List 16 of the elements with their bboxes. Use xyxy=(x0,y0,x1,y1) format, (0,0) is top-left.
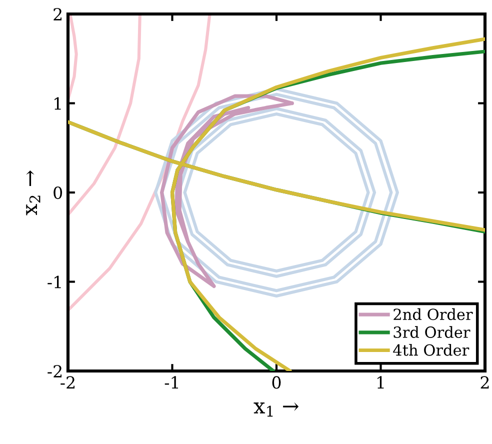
line-series xyxy=(68,14,142,216)
y-tick-label: 1 xyxy=(54,97,61,110)
y-tick-label: 2 xyxy=(54,8,62,20)
y-axis-title: x$_{2}$ → xyxy=(26,170,40,216)
y-tick-label: 0 xyxy=(54,186,62,200)
legend-label: 3rd Order xyxy=(394,326,470,338)
x-tick-label: 0 xyxy=(272,376,281,389)
legend-label: 2nd Order xyxy=(394,308,473,320)
line-series xyxy=(68,14,78,102)
x-tick-label: 1 xyxy=(377,376,384,389)
x-tick-label: 2 xyxy=(480,376,489,389)
x-tick-label: -1 xyxy=(164,376,178,389)
y-tick-label: -1 xyxy=(48,276,61,288)
y-tick-label: -2 xyxy=(48,364,62,378)
legend-label: 4th Order xyxy=(393,344,470,356)
x-axis-title: x$_{1}$ → xyxy=(254,402,299,417)
